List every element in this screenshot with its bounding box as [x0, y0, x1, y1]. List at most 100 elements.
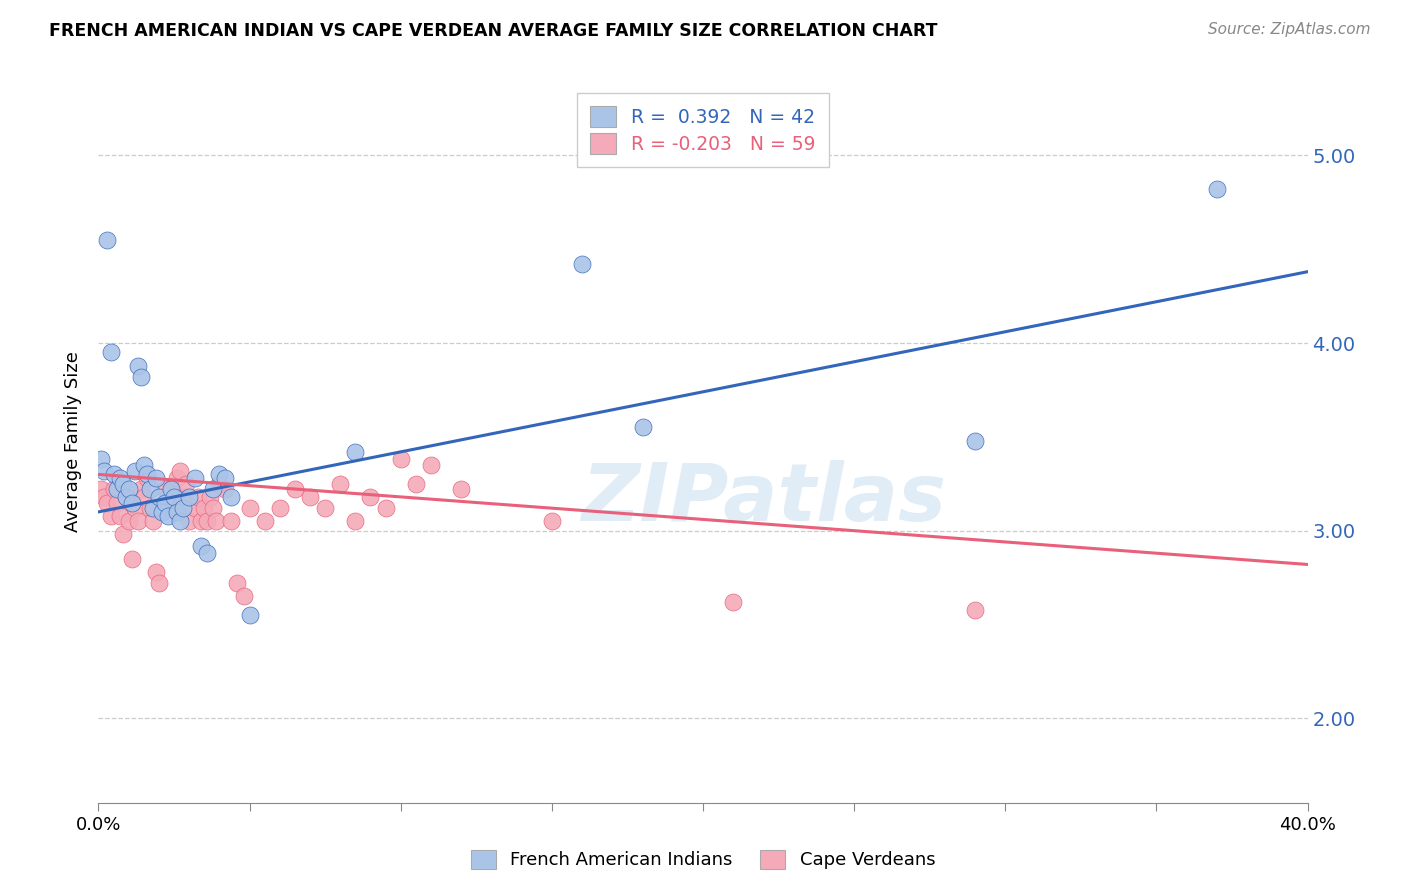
Point [226, 576, 249, 591]
Point [93, 464, 115, 478]
Point [184, 501, 207, 516]
Point [96, 233, 118, 247]
Point [103, 467, 125, 482]
Point [344, 514, 367, 528]
Point [142, 501, 165, 516]
Point [187, 490, 209, 504]
Point [100, 508, 122, 523]
Point [118, 483, 141, 497]
Point [571, 257, 593, 271]
Point [190, 539, 212, 553]
Point [121, 551, 143, 566]
Point [179, 514, 201, 528]
Point [100, 345, 122, 359]
Point [202, 501, 225, 516]
Point [145, 471, 167, 485]
Point [121, 495, 143, 509]
Point [148, 490, 170, 504]
Point [108, 471, 131, 485]
Point [450, 483, 472, 497]
Point [160, 483, 183, 497]
Point [118, 514, 141, 528]
Point [135, 467, 157, 482]
Point [253, 514, 276, 528]
Point [389, 452, 412, 467]
Point [127, 359, 149, 373]
Point [214, 471, 236, 485]
Point [90, 483, 112, 497]
Point [111, 527, 134, 541]
Point [153, 483, 176, 497]
Point [374, 501, 396, 516]
Point [145, 565, 167, 579]
Point [420, 458, 443, 472]
Text: FRENCH AMERICAN INDIAN VS CAPE VERDEAN AVERAGE FAMILY SIZE CORRELATION CHART: FRENCH AMERICAN INDIAN VS CAPE VERDEAN A… [49, 22, 938, 40]
Point [314, 501, 336, 516]
Point [135, 471, 157, 485]
Point [166, 471, 188, 485]
Point [127, 514, 149, 528]
Point [284, 483, 307, 497]
Point [195, 514, 218, 528]
Point [205, 514, 228, 528]
Point [139, 483, 162, 497]
Point [193, 501, 215, 516]
Point [163, 490, 186, 504]
Point [299, 490, 322, 504]
Point [124, 501, 146, 516]
Point [965, 434, 987, 448]
Point [124, 464, 146, 478]
Y-axis label: Average Family Size: Average Family Size [65, 351, 83, 532]
Point [329, 476, 352, 491]
Point [190, 514, 212, 528]
Point [93, 490, 115, 504]
Point [139, 501, 162, 516]
Text: Source: ZipAtlas.com: Source: ZipAtlas.com [1208, 22, 1371, 37]
Point [148, 576, 170, 591]
Point [221, 490, 243, 504]
Text: ZIPatlas: ZIPatlas [581, 460, 946, 539]
Point [108, 508, 131, 523]
Point [160, 483, 183, 497]
Point [239, 608, 262, 623]
Point [208, 467, 231, 482]
Point [103, 483, 125, 497]
Point [1206, 182, 1229, 196]
Point [153, 495, 176, 509]
Point [114, 490, 136, 504]
Point [202, 483, 225, 497]
Point [239, 501, 262, 516]
Legend: R =  0.392   N = 42, R = -0.203   N = 59: R = 0.392 N = 42, R = -0.203 N = 59 [576, 94, 830, 167]
Point [631, 420, 654, 434]
Point [184, 471, 207, 485]
Point [405, 476, 427, 491]
Point [200, 490, 222, 504]
Point [179, 490, 201, 504]
Point [723, 595, 745, 609]
Point [129, 369, 152, 384]
Point [96, 495, 118, 509]
Point [965, 602, 987, 616]
Legend: French American Indians, Cape Verdeans: French American Indians, Cape Verdeans [461, 840, 945, 879]
Point [166, 505, 188, 519]
Point [156, 490, 179, 504]
Point [221, 514, 243, 528]
Point [172, 501, 194, 516]
Point [129, 483, 152, 497]
Point [142, 514, 165, 528]
Point [540, 514, 562, 528]
Point [174, 476, 197, 491]
Point [195, 546, 218, 560]
Point [150, 505, 173, 519]
Point [344, 445, 367, 459]
Point [360, 490, 382, 504]
Point [132, 490, 155, 504]
Point [269, 501, 291, 516]
Point [232, 590, 254, 604]
Point [105, 495, 128, 509]
Point [214, 483, 236, 497]
Point [90, 452, 112, 467]
Point [163, 501, 186, 516]
Point [208, 476, 231, 491]
Point [132, 458, 155, 472]
